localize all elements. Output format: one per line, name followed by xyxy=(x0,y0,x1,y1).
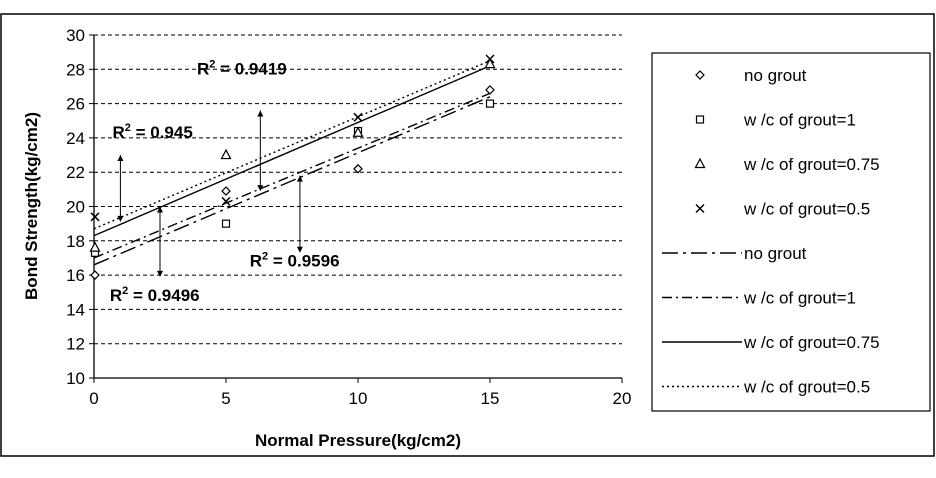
legend-label: w /c of grout=1 xyxy=(743,289,856,308)
data-point-square xyxy=(485,99,495,108)
legend-label: no grout xyxy=(744,66,807,85)
y-tick-label: 14 xyxy=(66,300,85,319)
data-point-triangle xyxy=(484,57,496,69)
y-tick-label: 26 xyxy=(66,95,85,114)
y-tick-label: 16 xyxy=(66,266,85,285)
legend: no grout w /c of grout=1 w /c of grout=0.7… xyxy=(651,52,931,412)
x-marker-stroke xyxy=(221,196,231,206)
data-point-diamond xyxy=(90,270,100,280)
y-tick-label: 10 xyxy=(66,369,85,388)
legend-symbol-diamond xyxy=(695,70,705,80)
legend-symbol-square xyxy=(695,115,705,124)
x-tick-labels: 0 5 10 15 20 xyxy=(89,389,631,408)
y-tick-label: 24 xyxy=(66,129,85,148)
annotation-arrowhead xyxy=(296,246,303,253)
x-tick-label: 15 xyxy=(481,389,500,408)
data-point-x xyxy=(90,212,100,222)
annotation-arrowhead xyxy=(257,110,264,117)
legend-label: w /c of grout=0.5 xyxy=(743,378,870,397)
legend-symbol-triangle xyxy=(694,157,706,169)
y-tick-label: 18 xyxy=(66,232,85,251)
trendline-w-c-of-grout-0-5 xyxy=(93,60,491,230)
x-tick-label: 0 xyxy=(89,389,98,408)
data-point-triangle xyxy=(220,148,232,160)
data-point-x xyxy=(221,196,231,206)
data-markers xyxy=(89,54,496,280)
y-tick-label: 28 xyxy=(66,60,85,79)
data-point-diamond xyxy=(221,186,231,196)
y-tick-labels: 10 12 14 16 18 20 22 24 26 28 30 xyxy=(66,26,85,388)
legend-box xyxy=(651,52,931,412)
x-tick-label: 10 xyxy=(349,389,368,408)
x-tick-label: 20 xyxy=(613,389,632,408)
r-squared-label: R2 = 0.9596 xyxy=(250,251,340,271)
y-tick-label: 30 xyxy=(66,26,85,45)
data-point-x xyxy=(353,112,363,122)
annotation-arrowhead xyxy=(117,215,124,222)
x-tick-label: 5 xyxy=(221,389,230,408)
annotation-arrowhead xyxy=(117,155,124,162)
legend-symbol-x xyxy=(695,203,705,214)
annotation-arrowhead xyxy=(157,206,163,213)
legend-label: w /c of grout=0.75 xyxy=(743,333,880,352)
data-point-triangle xyxy=(352,126,364,137)
y-tick-label: 20 xyxy=(66,198,85,217)
x-marker-stroke xyxy=(695,203,705,214)
y-axis-title: Bond Strength(kg/cm2) xyxy=(22,112,41,300)
data-point-x xyxy=(485,54,495,64)
x-marker-stroke xyxy=(90,212,100,222)
data-point-diamond xyxy=(353,163,363,174)
r-squared-annotations: R2 = 0.9419 R2 = 0.945 R2 = 0.9596 R2 = 0.9… xyxy=(110,58,340,304)
x-axis-title: Normal Pressure(kg/cm2) xyxy=(255,431,461,450)
annotation-arrowhead xyxy=(157,270,163,277)
x-marker-stroke xyxy=(353,112,363,122)
legend-label: no grout xyxy=(744,244,807,263)
data-point-square xyxy=(221,219,231,228)
data-point-diamond xyxy=(485,85,495,95)
axes xyxy=(93,35,622,379)
r-squared-label: R2 = 0.9496 xyxy=(110,285,200,305)
annotation-arrowhead xyxy=(257,185,264,192)
legend-label: w /c of grout=0.75 xyxy=(743,155,880,174)
data-point-triangle xyxy=(89,241,101,252)
trendline-w-c-of-grout-1 xyxy=(93,92,491,259)
legend-label: w /c of grout=1 xyxy=(743,111,856,130)
r-squared-label: R2 = 0.9419 xyxy=(197,58,287,78)
legend-label: w /c of grout=0.5 xyxy=(743,200,870,219)
y-tick-label: 12 xyxy=(66,335,85,354)
r-squared-label: R2 = 0.945 xyxy=(112,122,192,142)
x-marker-stroke xyxy=(485,54,495,64)
annotation-arrowhead xyxy=(296,175,303,182)
y-tick-label: 22 xyxy=(66,163,85,182)
grid-lines xyxy=(89,34,623,383)
